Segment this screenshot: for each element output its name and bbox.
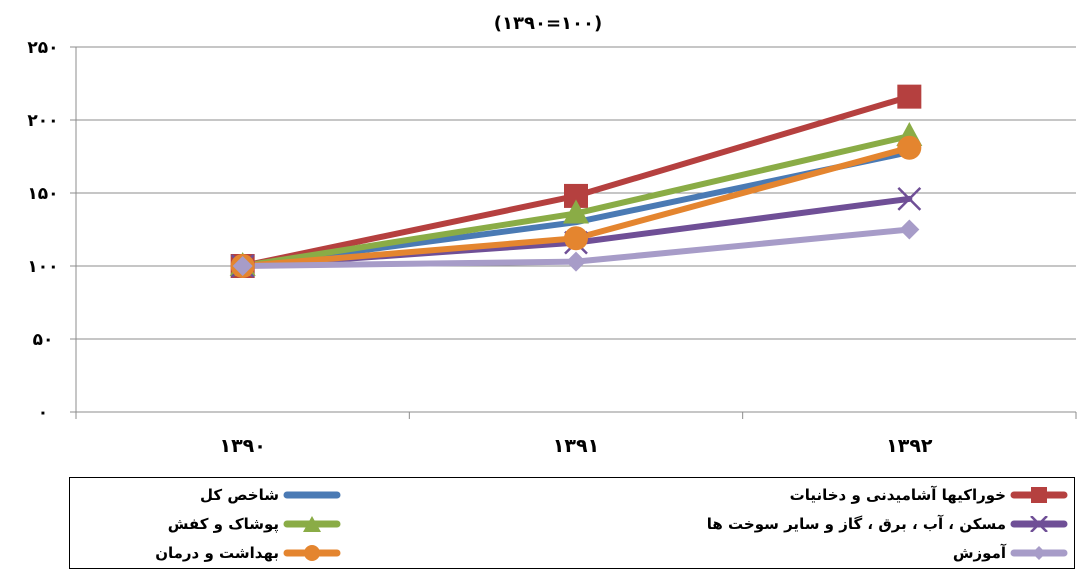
legend-item-total: شاخص کل: [200, 482, 341, 508]
x-tick-label: ۱۳۹۲: [886, 435, 933, 457]
legend-item-food: خوراکیها آشامیدنی و دخانیات: [790, 482, 1068, 508]
data-point: [897, 84, 922, 109]
data-point: [563, 199, 589, 224]
y-tick-label: ۲۰۰: [27, 111, 58, 131]
chart-legend: شاخص کل خوراکیها آشامیدنی و دخانیات پوشا…: [69, 477, 1075, 569]
legend-label-housing: مسکن ، آب ، برق ، گاز و سایر سوخت ها: [706, 515, 1006, 533]
legend-item-education: آموزش: [953, 540, 1068, 566]
y-tick-label: ۵۰: [33, 330, 54, 350]
x-tick-label: ۱۳۹۱: [553, 435, 599, 457]
data-point: [566, 251, 586, 272]
legend-swatch-clothing: [283, 516, 341, 532]
legend-label-clothing: پوشاک و کفش: [167, 515, 279, 533]
legend-item-housing: مسکن ، آب ، برق ، گاز و سایر سوخت ها: [707, 511, 1068, 537]
legend-swatch-food: [1010, 487, 1068, 503]
y-tick-label: ۱۵۰: [27, 184, 58, 204]
y-tick-label: ۲۵۰: [27, 38, 58, 58]
legend-label-education: آموزش: [952, 544, 1006, 562]
legend-label-total: شاخص کل: [200, 486, 279, 504]
y-tick-label: ۰: [38, 403, 48, 423]
legend-item-clothing: پوشاک و کفش: [168, 511, 341, 537]
data-point: [899, 219, 920, 240]
data-point: [897, 135, 922, 160]
legend-swatch-education: [1010, 546, 1068, 560]
line-chart: ۰ ۵۰ ۱۰۰ ۱۵۰ ۲۰۰ ۲۵۰ ۱۳۹۰ ۱۳۹۱ ۱۳۹۲ (۱۳۹۰=۱۰۰): [27, 13, 1077, 457]
legend-swatch-housing: [1010, 516, 1068, 532]
chart-title: (۱۳۹۰=۱۰۰): [494, 13, 602, 34]
data-point: [897, 186, 922, 211]
y-tick-label: ۱۰۰: [27, 257, 58, 277]
data-point: [232, 256, 253, 276]
data-point: [564, 226, 588, 251]
x-tick-label: ۱۳۹۰: [219, 435, 265, 457]
legend-item-health: بهداشت و درمان: [155, 540, 341, 566]
legend-label-health: بهداشت و درمان: [155, 544, 279, 562]
legend-swatch-total: [283, 491, 341, 499]
legend-label-food: خوراکیها آشامیدنی و دخانیات: [789, 486, 1006, 504]
legend-swatch-health: [283, 545, 341, 561]
